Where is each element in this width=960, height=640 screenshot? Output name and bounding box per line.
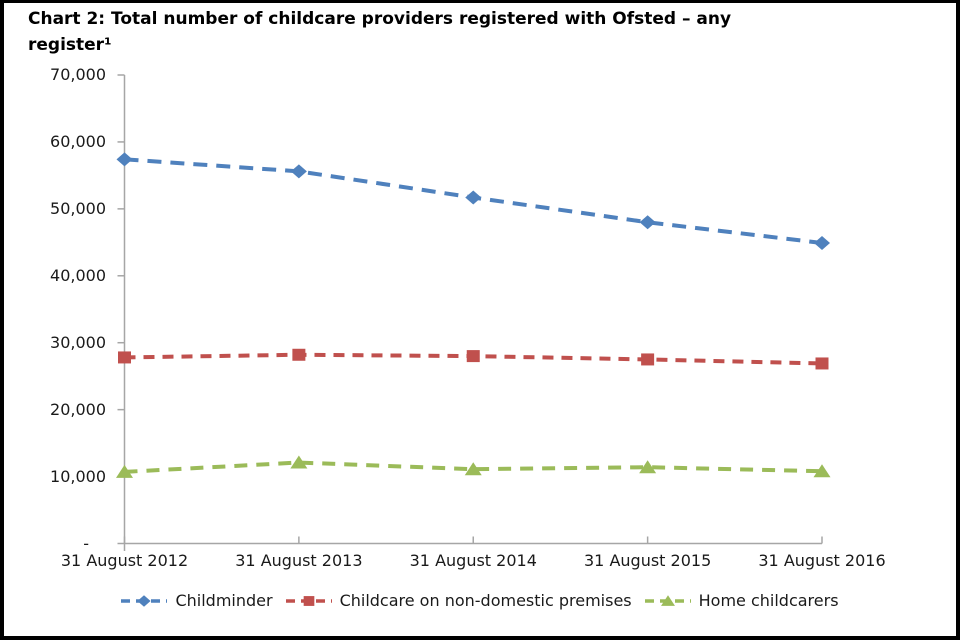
square-legend-icon <box>285 595 332 606</box>
triangle-marker <box>116 464 133 478</box>
chart-title-line-1: Chart 2: Total number of childcare provi… <box>28 9 732 29</box>
diamond-marker <box>639 215 656 230</box>
diamond-marker <box>465 190 482 205</box>
triangle-marker <box>639 460 657 474</box>
triangle-legend-icon <box>644 594 691 606</box>
diamond-marker <box>290 164 307 179</box>
triangle-marker <box>290 455 308 469</box>
x-axis-tick-label: 31 August 2014 <box>409 551 537 570</box>
square-marker <box>815 357 829 370</box>
legend-item-home-childcarers: Home childcarers <box>644 591 839 610</box>
legend-item-childcare-on-non-domestic-premises: Childcare on non-domestic premises <box>285 591 632 610</box>
square-marker <box>292 348 306 361</box>
y-axis-tick-label: - <box>83 533 89 553</box>
y-axis-tick-label: 50,000 <box>50 198 106 218</box>
y-axis-tick-label: 70,000 <box>50 65 106 84</box>
diamond-marker <box>814 235 830 250</box>
square-marker <box>641 353 655 366</box>
x-axis-tick-label: 31 August 2016 <box>758 551 886 570</box>
legend-label: Childcare on non-domestic premises <box>339 591 632 610</box>
triangle-marker <box>813 464 831 478</box>
x-axis-tick-label: 31 August 2015 <box>584 551 712 570</box>
chart-title-line-2: register¹ <box>28 35 112 55</box>
diamond-marker <box>116 152 133 167</box>
legend-label: Childminder <box>175 591 273 610</box>
triangle-marker <box>464 462 482 476</box>
legend: Childminder Childcare on non-domestic pre… <box>0 591 960 610</box>
square-marker <box>466 350 480 363</box>
legend-item-childminder: Childminder <box>121 591 273 610</box>
y-axis-tick-label: 40,000 <box>50 265 106 285</box>
series-line-home-childcarers <box>124 460 823 474</box>
x-axis-tick-label: 31 August 2012 <box>60 551 189 570</box>
legend-label: Home childcarers <box>698 591 839 610</box>
diamond-legend-icon <box>121 594 168 607</box>
square-marker <box>118 351 131 364</box>
y-axis-tick-label: 20,000 <box>50 399 106 419</box>
x-axis-tick-label: 31 August 2013 <box>235 551 363 570</box>
y-axis-tick-label: 10,000 <box>50 466 106 486</box>
chart-title: Chart 2: Total number of childcare provi… <box>28 6 731 58</box>
y-axis-tick-label: 30,000 <box>50 332 106 352</box>
y-axis-tick-label: 60,000 <box>50 131 106 151</box>
